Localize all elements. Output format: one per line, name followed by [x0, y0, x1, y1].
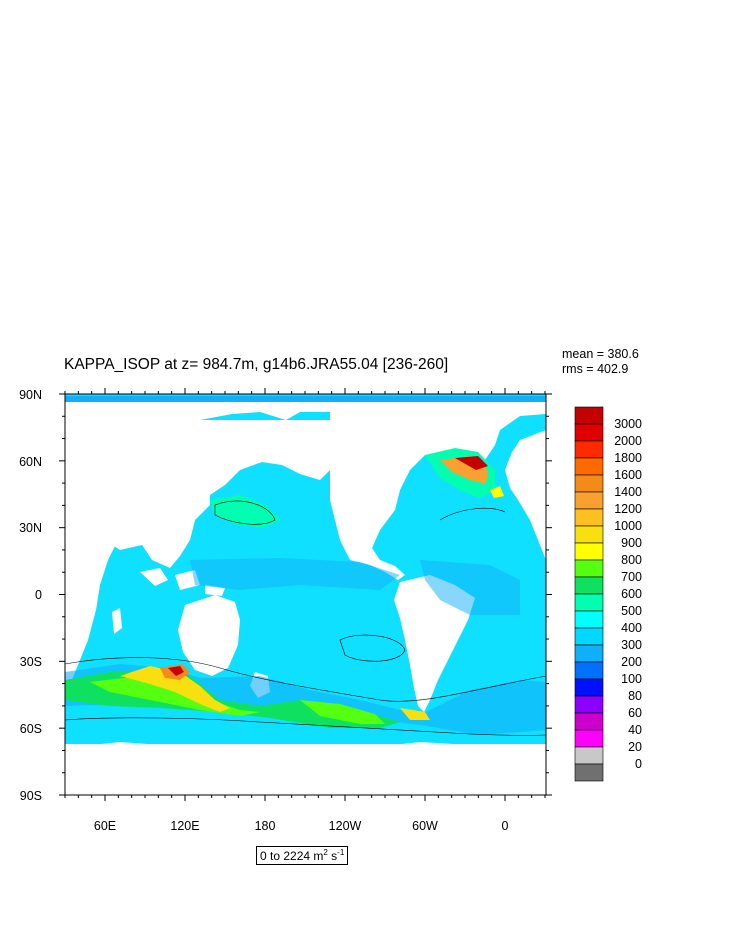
lat-label: 60S	[20, 722, 42, 736]
range-label: 0 to 2224 m2 s-1	[256, 846, 349, 865]
lat-label: 60N	[19, 455, 42, 469]
colorbar-label: 600	[621, 587, 642, 601]
colorbar-swatch	[574, 542, 604, 561]
lon-label: 120W	[329, 819, 362, 833]
colorbar-label: 60	[628, 706, 642, 720]
colorbar-label: 20	[628, 740, 642, 754]
colorbar-swatch	[574, 525, 604, 544]
north-america	[330, 412, 430, 580]
mean-value: mean = 380.6	[562, 347, 639, 361]
lat-label: 0	[35, 588, 42, 602]
lon-label: 60W	[412, 819, 438, 833]
colorbar-swatch	[574, 457, 604, 476]
stats-block: mean = 380.6 rms = 402.9	[562, 347, 639, 377]
colorbar-swatch	[574, 610, 604, 629]
colorbar-label: 80	[628, 689, 642, 703]
colorbar-label: 700	[621, 570, 642, 584]
lat-label: 30S	[20, 655, 42, 669]
colorbar-swatch	[574, 559, 604, 578]
range-mid: s	[327, 849, 338, 863]
europe-africa-east	[505, 430, 546, 560]
colorbar-label: 1000	[614, 519, 642, 533]
colorbar-label: 40	[628, 723, 642, 737]
south-america	[394, 575, 475, 712]
colorbar-label: 100	[621, 672, 642, 686]
colorbar-swatch	[574, 627, 604, 646]
colorbar-swatch	[574, 576, 604, 595]
colorbar-swatch	[574, 508, 604, 527]
colorbar-swatch	[574, 593, 604, 612]
colorbar-label: 1800	[614, 451, 642, 465]
colorbar-swatch	[574, 695, 604, 714]
lon-label: 0	[502, 819, 509, 833]
colorbar-label: 0	[635, 757, 642, 771]
colorbar-swatch	[574, 661, 604, 680]
colorbar-label: 2000	[614, 434, 642, 448]
africa	[65, 478, 120, 690]
colorbar-label: 300	[621, 638, 642, 652]
colorbar-swatch	[574, 729, 604, 748]
colorbar-swatch	[574, 763, 604, 782]
colorbar-label: 400	[621, 621, 642, 635]
greenland	[420, 402, 505, 458]
colorbar-label: 800	[621, 553, 642, 567]
colorbar-swatch	[574, 406, 604, 425]
colorbar-label: 500	[621, 604, 642, 618]
lon-label: 180	[255, 819, 276, 833]
lat-axis: 90N 60N 30N 0 30S 60S 90S	[19, 388, 42, 803]
colorbar-label: 3000	[614, 417, 642, 431]
plot-title: KAPPA_ISOP at z= 984.7m, g14b6.JRA55.04 …	[64, 356, 449, 373]
colorbar-label: 900	[621, 536, 642, 550]
range-sup-1: 2	[323, 848, 328, 857]
colorbar-swatch	[574, 423, 604, 442]
colorbar-label: 1400	[614, 485, 642, 499]
asia	[65, 420, 330, 568]
colorbar-swatch	[574, 491, 604, 510]
rms-value: rms = 402.9	[562, 362, 629, 376]
lat-label: 90N	[19, 388, 42, 402]
lon-label: 120E	[170, 819, 199, 833]
range-sup-2: -1	[337, 848, 345, 857]
colorbar-label: 200	[621, 655, 642, 669]
australia	[178, 595, 240, 676]
colorbar-label: 1600	[614, 468, 642, 482]
lon-label: 60E	[94, 819, 116, 833]
range-prefix: 0 to 2224 m	[260, 849, 324, 863]
lat-label: 30N	[19, 521, 42, 535]
axis-ticks	[59, 388, 552, 801]
colorbar-swatch	[574, 746, 604, 765]
colorbar-swatch	[574, 440, 604, 459]
lat-label: 90S	[20, 789, 42, 803]
colorbar-swatch	[574, 712, 604, 731]
colorbar-swatch	[574, 644, 604, 663]
colorbar-label: 1200	[614, 502, 642, 516]
map-field	[65, 394, 546, 795]
colorbar-swatch	[574, 474, 604, 493]
lon-axis: 60E 120E 180 120W 60W 0	[94, 819, 509, 833]
colorbar-swatch	[574, 678, 604, 697]
colorbar: 3000200018001600140012001000900800700600…	[574, 406, 642, 782]
